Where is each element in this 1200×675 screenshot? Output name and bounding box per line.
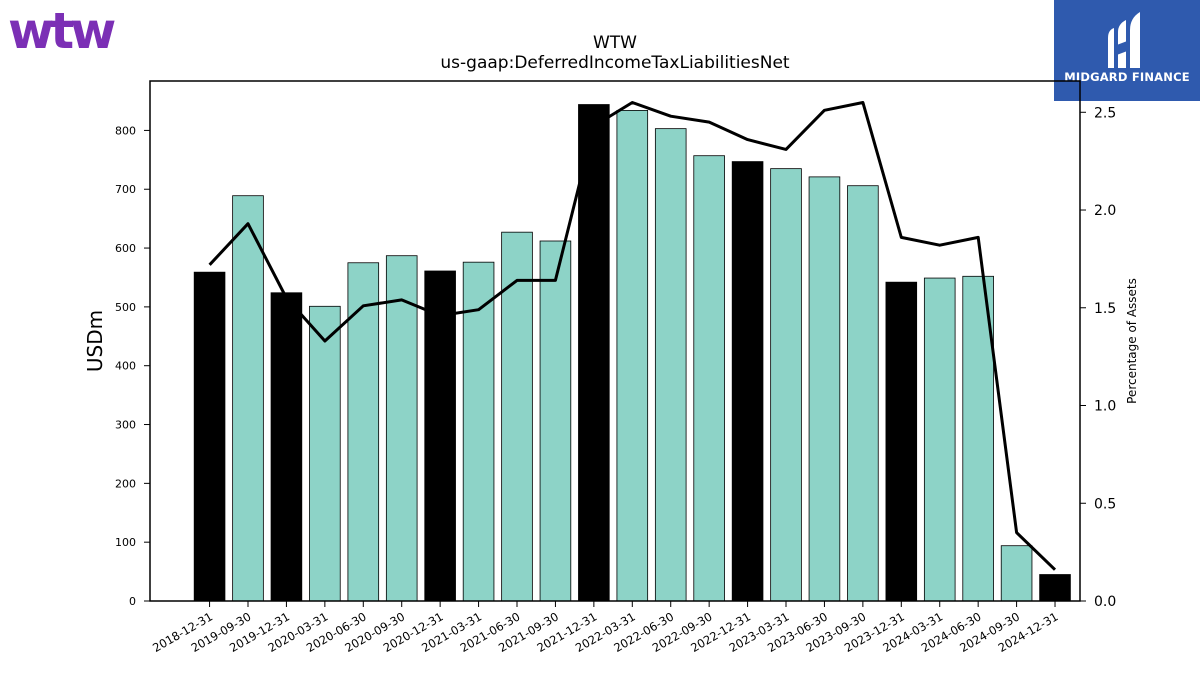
bar (270, 292, 303, 602)
y-tick-label: 0 (129, 595, 136, 608)
chart-subtitle: us-gaap:DeferredIncomeTaxLiabilitiesNet (440, 53, 790, 73)
y2-tick-label: 1.5 (1094, 301, 1116, 317)
bar (539, 240, 572, 602)
bar (731, 161, 764, 602)
bar (309, 305, 341, 602)
plot-area: 0 100 200 300 400 500 600 700 800 0.0 0.5 1.0 1.5 2.0… (115, 80, 1116, 655)
bar (885, 281, 918, 602)
y-tick-label: 100 (115, 536, 136, 549)
y-tick-label: 500 (115, 301, 136, 314)
bar (1039, 574, 1071, 602)
y2-axis-label: Percentage of Assets (1125, 278, 1139, 404)
y-tick-label: 400 (115, 360, 136, 373)
bar (654, 128, 687, 602)
bar (501, 231, 533, 602)
bar (923, 277, 956, 602)
bar (347, 262, 380, 602)
chart-title: WTW (593, 33, 637, 53)
y-axis-label: USDm (83, 310, 107, 372)
y2-tick-label: 1.0 (1094, 399, 1116, 415)
y-tick-label: 200 (115, 477, 136, 490)
bar (770, 168, 802, 602)
bar (385, 255, 418, 602)
bar (616, 110, 649, 602)
midgard-mark-icon (1108, 12, 1140, 68)
y-tick-label: 300 (115, 419, 136, 432)
y2-tick-label: 0.0 (1094, 594, 1116, 610)
y-tick-label: 700 (115, 183, 136, 196)
bar (962, 275, 994, 602)
bar (693, 155, 725, 602)
bar (462, 261, 495, 602)
bar (1000, 545, 1033, 602)
bar (232, 195, 264, 602)
pct-assets-line (208, 101, 1057, 571)
bar (424, 270, 456, 602)
midgard-finance-logo: MIDGARD FINANCE (1054, 0, 1200, 101)
midgard-finance-label: MIDGARD FINANCE (1064, 70, 1190, 84)
bar (847, 185, 879, 602)
y-tick-label: 600 (115, 242, 136, 255)
y2-tick-label: 2.5 (1094, 105, 1116, 121)
wtw-logo-text: wtw (8, 2, 115, 60)
plot-frame (149, 80, 1081, 602)
bar (578, 104, 610, 602)
y-tick-label: 800 (115, 124, 136, 137)
y2-tick-label: 2.0 (1094, 203, 1116, 219)
wtw-logo: wtw (8, 2, 119, 60)
bar (808, 176, 841, 602)
bar (193, 271, 226, 602)
y2-tick-label: 0.5 (1094, 496, 1116, 512)
